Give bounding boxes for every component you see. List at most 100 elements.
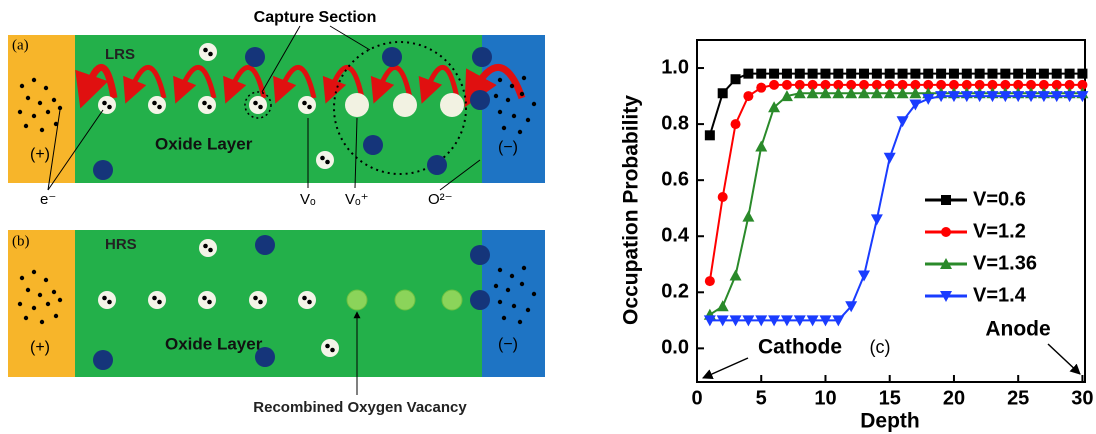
marker xyxy=(794,79,805,90)
oxygen-ion xyxy=(93,350,113,370)
marker xyxy=(806,315,819,327)
oxygen-vacancy xyxy=(98,291,116,309)
hop-arrow xyxy=(322,65,365,104)
oxygen-vacancy xyxy=(148,291,166,309)
electron xyxy=(152,100,157,106)
hop-arrow xyxy=(370,65,413,104)
electron xyxy=(519,281,525,287)
oxygen-vacancy xyxy=(148,96,166,114)
electron xyxy=(307,104,312,110)
oxygen-ion xyxy=(255,235,275,255)
marker xyxy=(717,191,728,202)
x-tick-label: 5 xyxy=(756,387,767,409)
legend-label: V=0.6 xyxy=(973,188,1026,210)
marker xyxy=(871,68,882,79)
marker xyxy=(1064,68,1075,79)
marker xyxy=(910,79,921,90)
marker xyxy=(936,79,947,90)
hop-arrow xyxy=(273,65,317,104)
charged-vacancy xyxy=(345,93,369,117)
legend-marker xyxy=(940,291,952,302)
ion-label: O²⁻ xyxy=(428,191,453,208)
x-tick-label: 10 xyxy=(814,387,836,409)
pointer xyxy=(1047,343,1081,375)
marker xyxy=(781,79,792,90)
electron xyxy=(39,127,45,133)
vacancy-label: Vₒ xyxy=(300,191,316,208)
electron xyxy=(208,51,213,57)
oxygen-vacancy xyxy=(249,291,267,309)
electron xyxy=(17,109,23,115)
marker xyxy=(729,269,742,281)
y-tick-label: 0.4 xyxy=(661,225,690,247)
marker xyxy=(973,91,986,103)
marker xyxy=(1063,91,1076,103)
electron xyxy=(493,283,499,289)
marker xyxy=(806,87,819,99)
electron xyxy=(37,292,43,298)
marker xyxy=(832,315,845,327)
pointer xyxy=(47,109,104,191)
electron xyxy=(531,291,537,297)
marker xyxy=(870,87,883,99)
marker xyxy=(935,91,948,103)
oxygen-ion xyxy=(93,160,113,180)
marker xyxy=(883,87,896,99)
annotation: (c) xyxy=(870,337,891,357)
marker xyxy=(961,79,972,90)
marker xyxy=(820,68,831,79)
marker xyxy=(729,315,742,327)
panel-a: (a) LRS Capture Section Oxide Layer (+) … xyxy=(8,9,545,208)
vacancy-label: Vₒ⁺ xyxy=(345,191,369,208)
marker xyxy=(923,68,934,79)
marker xyxy=(1038,79,1049,90)
electron xyxy=(107,299,112,305)
marker xyxy=(833,79,844,90)
x-tick-label: 20 xyxy=(943,387,965,409)
electron xyxy=(207,299,212,305)
marker xyxy=(1077,68,1088,79)
electron xyxy=(497,299,503,305)
electron xyxy=(531,101,537,107)
electron xyxy=(497,267,503,273)
particles xyxy=(17,235,537,370)
electron xyxy=(325,159,330,165)
panel-label: (a) xyxy=(12,37,29,53)
state-label: LRS xyxy=(105,46,135,63)
electron xyxy=(202,100,207,106)
marker xyxy=(704,130,715,141)
electron xyxy=(107,104,112,110)
cathode-electrode xyxy=(482,230,545,377)
polarity: (+) xyxy=(30,339,50,356)
marker xyxy=(897,79,908,90)
electron xyxy=(302,100,307,106)
marker xyxy=(987,68,998,79)
recombined-vacancy xyxy=(394,289,416,311)
oxygen-ion xyxy=(255,347,275,367)
marker xyxy=(859,79,870,90)
marker xyxy=(717,88,728,99)
legend-label: V=1.36 xyxy=(973,252,1037,274)
marker xyxy=(793,87,806,99)
oxygen-ion xyxy=(470,290,490,310)
marker xyxy=(716,315,729,327)
electron xyxy=(31,77,37,83)
oxygen-vacancy xyxy=(198,96,216,114)
legend-marker xyxy=(940,258,952,269)
marker xyxy=(961,68,972,79)
electron xyxy=(253,100,258,106)
oxygen-vacancy xyxy=(199,239,217,257)
electron xyxy=(517,319,523,325)
pointer xyxy=(47,109,61,191)
electron xyxy=(525,117,531,123)
charged-vacancy xyxy=(393,93,417,117)
oxygen-vacancy xyxy=(98,96,116,114)
legend-marker xyxy=(941,227,951,237)
marker xyxy=(845,301,858,313)
marker xyxy=(769,79,780,90)
oxygen-vacancy xyxy=(298,96,316,114)
electron xyxy=(43,277,49,283)
electron xyxy=(17,301,23,307)
marker xyxy=(948,68,959,79)
electron xyxy=(501,315,507,321)
